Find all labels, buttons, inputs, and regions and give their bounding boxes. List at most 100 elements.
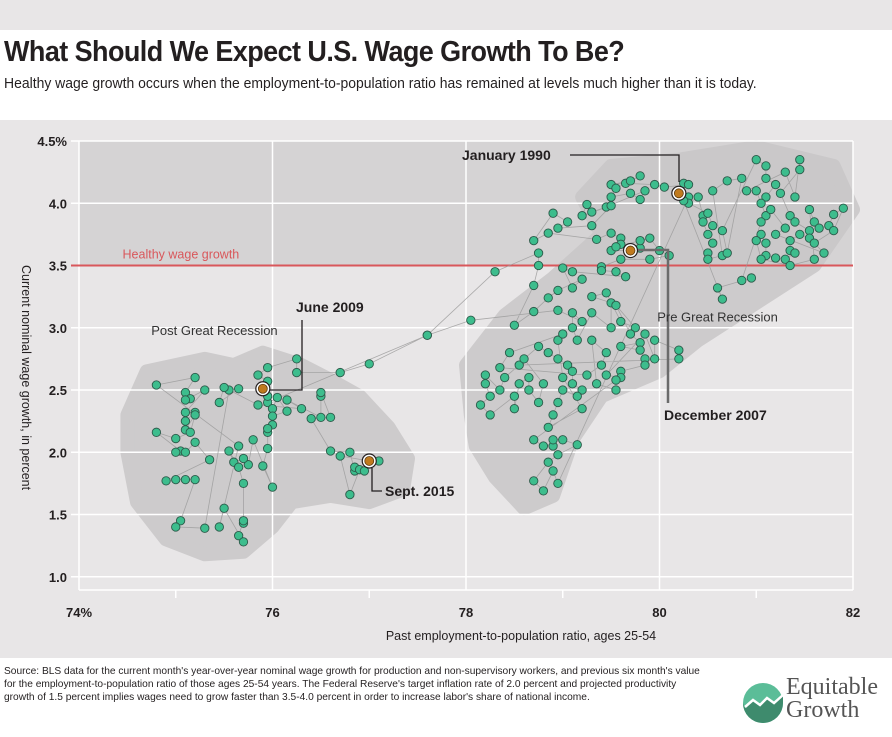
x-tick-label: 76: [265, 605, 279, 620]
data-point: [703, 208, 713, 218]
data-point: [175, 516, 186, 526]
data-point: [306, 413, 316, 424]
data-point: [524, 372, 534, 383]
data-point: [606, 201, 616, 211]
data-point: [485, 391, 495, 401]
data-point: [548, 466, 558, 476]
data-point: [567, 366, 578, 376]
data-point: [790, 217, 800, 227]
data-point: [606, 192, 616, 202]
data-point: [553, 335, 563, 345]
data-point: [751, 155, 761, 165]
data-point: [577, 274, 587, 284]
data-point: [780, 254, 790, 264]
data-point: [761, 161, 771, 171]
data-point: [190, 437, 200, 447]
annotation-label: June 2009: [296, 299, 364, 315]
data-point: [756, 229, 766, 240]
data-point: [161, 476, 171, 486]
data-point: [703, 229, 713, 240]
data-point: [577, 404, 587, 414]
scatter-chart: Healthy wage growth January 1990 December…: [19, 134, 860, 643]
data-point: [490, 267, 500, 277]
data-point: [601, 370, 611, 380]
data-point: [180, 474, 191, 485]
data-point: [263, 423, 273, 434]
data-point: [509, 320, 520, 330]
data-point: [838, 203, 848, 213]
data-point: [795, 164, 805, 175]
data-point: [558, 263, 568, 273]
data-point: [761, 173, 771, 183]
data-point: [151, 380, 162, 390]
data-point: [509, 391, 520, 401]
data-point: [606, 323, 616, 333]
page-title: What Should We Expect U.S. Wage Growth T…: [4, 36, 625, 68]
data-point: [364, 359, 374, 369]
data-point: [282, 406, 292, 416]
data-point: [475, 400, 486, 410]
data-point: [316, 412, 326, 423]
data-point: [635, 194, 645, 205]
data-point: [553, 478, 563, 489]
data-point: [611, 183, 621, 193]
y-tick-label: 3.5: [49, 259, 67, 274]
data-point: [495, 385, 505, 395]
data-point: [548, 208, 558, 218]
source-note: Source: BLS data for the current month's…: [4, 666, 700, 703]
data-point: [572, 391, 582, 401]
data-point: [640, 329, 650, 339]
data-point: [219, 503, 229, 513]
data-point: [567, 308, 578, 318]
data-point: [190, 372, 200, 383]
data-point: [611, 385, 621, 395]
annotation-leader: [638, 248, 670, 403]
data-point: [538, 379, 549, 389]
data-point: [620, 272, 631, 282]
data-point: [650, 335, 660, 345]
data-point: [741, 186, 752, 196]
data-point: [422, 330, 432, 340]
header-band: [0, 30, 892, 120]
data-point: [345, 447, 355, 457]
data-point: [204, 455, 215, 465]
highlight-point: [257, 383, 268, 394]
data-point: [533, 341, 544, 352]
data-point: [770, 253, 781, 263]
data-point: [509, 404, 520, 414]
data-point: [543, 457, 553, 467]
data-point: [809, 238, 819, 248]
logo-text-line2: Growth: [786, 697, 860, 723]
data-point: [171, 447, 181, 457]
data-point: [775, 188, 786, 198]
data-point: [538, 486, 549, 496]
data-point: [529, 235, 539, 246]
data-point: [553, 354, 563, 364]
data-point: [171, 474, 181, 485]
data-point: [635, 345, 645, 355]
data-point: [345, 489, 355, 500]
data-point: [708, 238, 718, 248]
data-point: [558, 372, 568, 383]
data-point: [596, 265, 607, 276]
data-point: [645, 254, 655, 264]
data-point: [674, 345, 684, 355]
data-point: [325, 446, 336, 456]
data-point: [601, 288, 611, 298]
data-point: [572, 440, 582, 450]
data-point: [717, 225, 728, 236]
y-tick-label: 2.0: [49, 445, 67, 460]
data-point: [480, 379, 490, 389]
data-point: [200, 523, 210, 533]
data-point: [703, 254, 713, 264]
data-point: [587, 335, 597, 345]
data-point: [335, 451, 345, 461]
data-point: [180, 395, 191, 405]
data-point: [529, 435, 539, 445]
data-point: [717, 294, 728, 304]
data-point: [180, 447, 191, 457]
region-label: Post Great Recession: [151, 323, 277, 338]
data-point: [567, 267, 578, 277]
data-point: [587, 308, 597, 318]
data-point: [500, 372, 510, 383]
